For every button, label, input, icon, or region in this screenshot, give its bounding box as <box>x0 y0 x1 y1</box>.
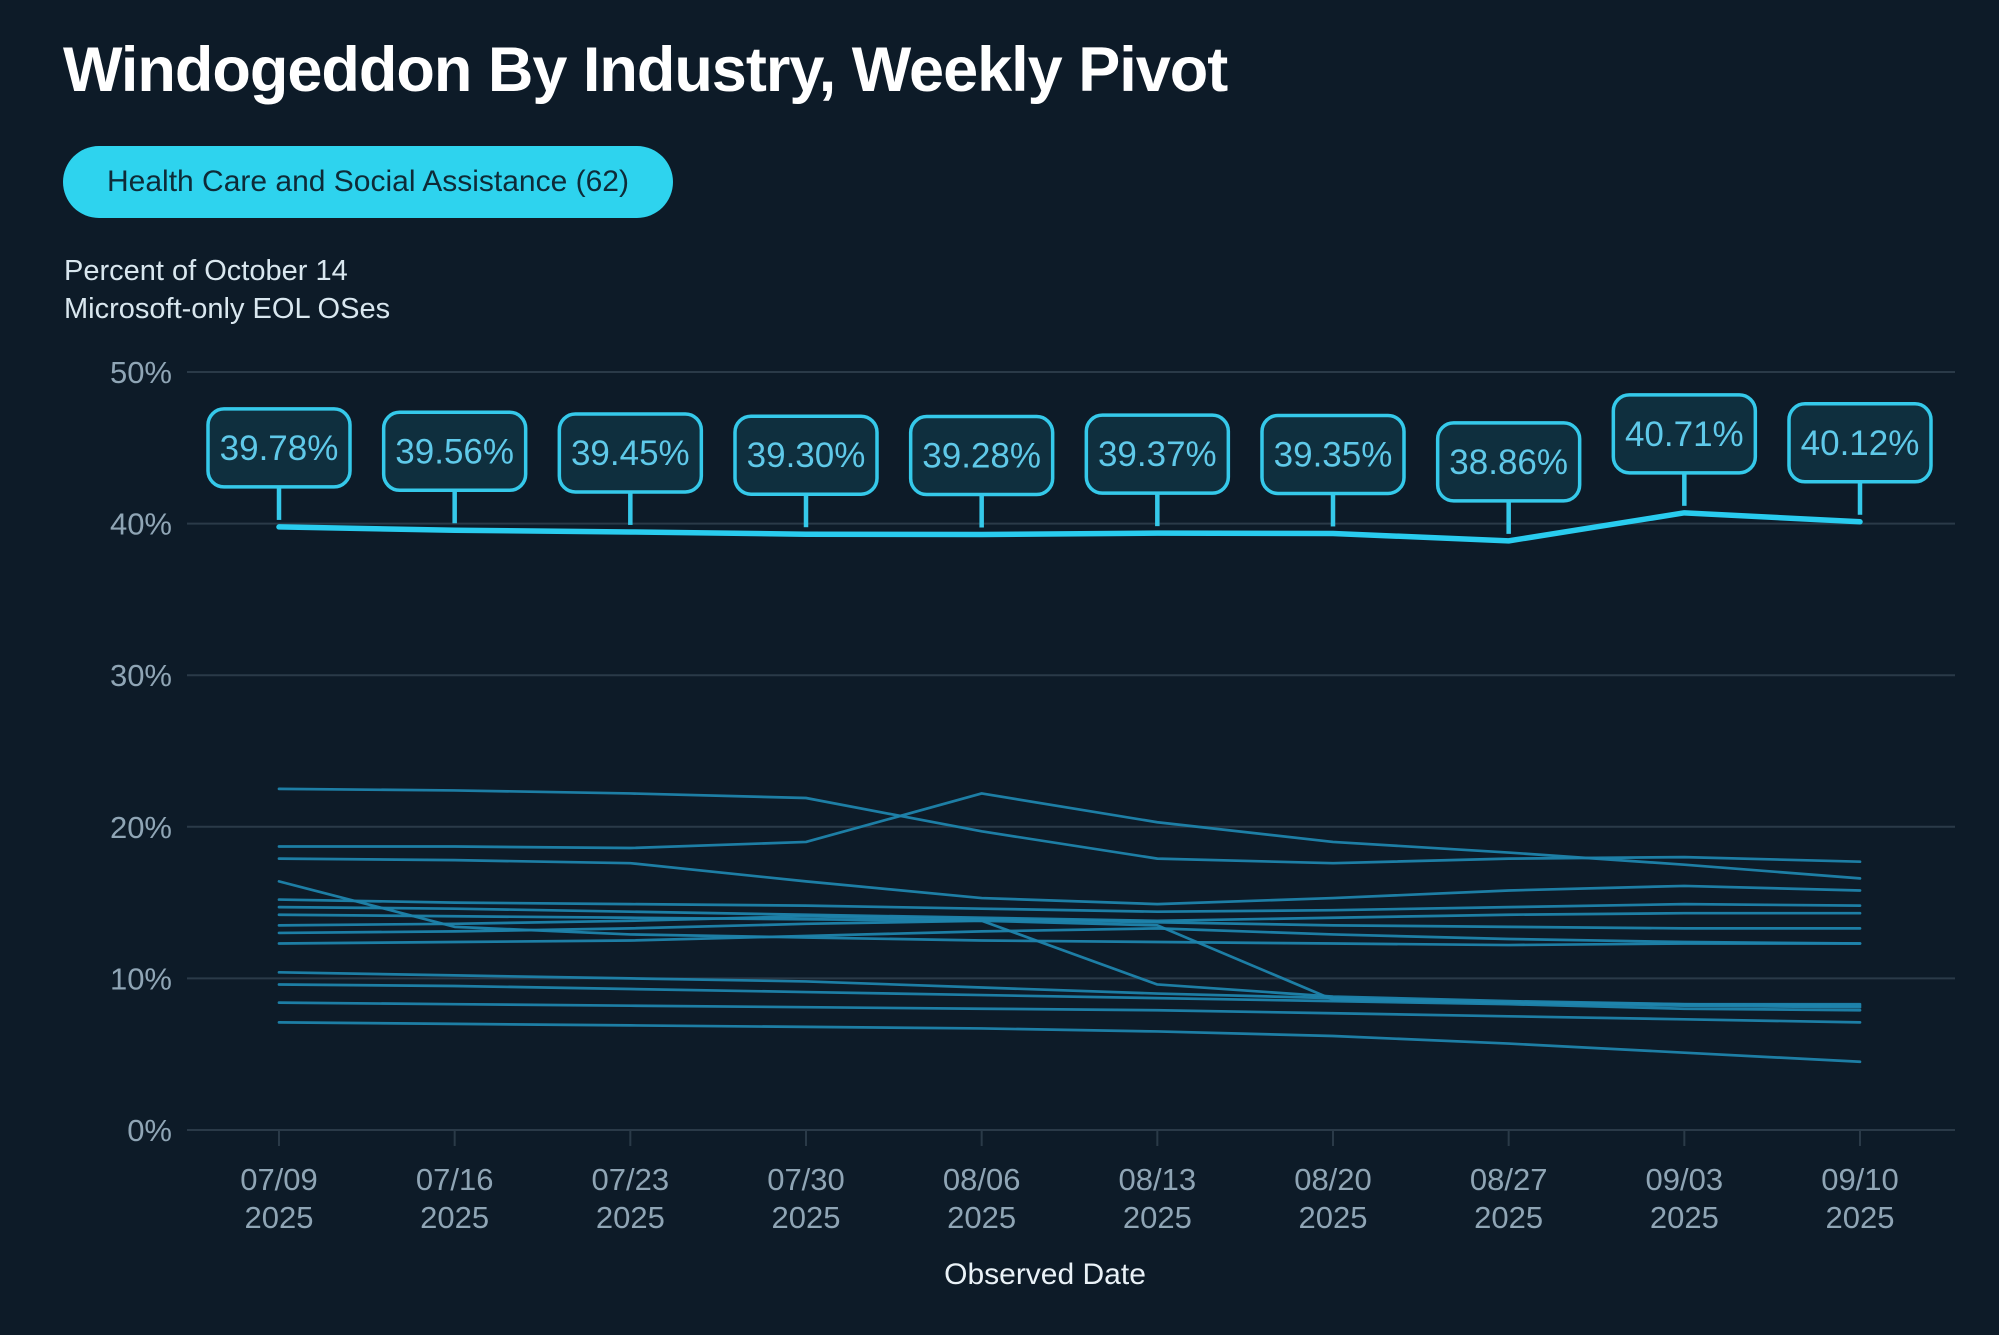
highlighted-series-line <box>276 510 1863 544</box>
y-tick-label: 50% <box>110 355 172 390</box>
series-line <box>277 905 1862 923</box>
data-label-callout: 39.28% <box>908 414 1055 528</box>
callout-value: 39.28% <box>922 437 1041 476</box>
callout-value: 39.45% <box>571 434 690 473</box>
y-tick-label: 30% <box>110 658 172 693</box>
callout-box <box>1435 421 1582 503</box>
x-tick-label-year: 2025 <box>596 1200 665 1235</box>
callout-box <box>1084 413 1231 495</box>
industry-filter-chip[interactable]: Health Care and Social Assistance (62) <box>63 146 673 218</box>
x-tick-label-date: 08/27 <box>1470 1162 1548 1197</box>
x-tick-label-year: 2025 <box>245 1200 314 1235</box>
callout-value: 39.35% <box>1274 435 1393 474</box>
series-line <box>277 970 1862 1009</box>
callout-value: 40.12% <box>1801 424 1920 463</box>
data-label-callout: 39.37% <box>1084 413 1231 527</box>
x-tick-label-year: 2025 <box>1299 1200 1368 1235</box>
data-label-callout: 39.56% <box>381 410 528 524</box>
callout-value: 39.30% <box>747 436 866 475</box>
data-label-callout: 40.12% <box>1787 402 1933 515</box>
series-line <box>277 898 1862 914</box>
callout-box <box>908 414 1055 497</box>
x-axis-title: Observed Date <box>944 1258 1146 1291</box>
y-tick-label: 20% <box>110 810 172 845</box>
x-tick-label-date: 09/10 <box>1821 1162 1899 1197</box>
x-tick-label-date: 07/16 <box>416 1162 494 1197</box>
series-line <box>277 919 1862 1008</box>
x-tick-label-date: 08/13 <box>1119 1162 1197 1197</box>
series-line <box>277 1001 1862 1024</box>
x-tick-label-date: 07/09 <box>240 1162 318 1197</box>
x-tick-label-year: 2025 <box>1650 1200 1719 1235</box>
x-tick-label-date: 07/30 <box>767 1162 845 1197</box>
series-line <box>277 857 1862 906</box>
series-line <box>277 927 1862 945</box>
y-tick-label: 40% <box>110 507 172 542</box>
callout-box <box>206 407 352 489</box>
x-tick-label-year: 2025 <box>420 1200 489 1235</box>
y-tick-label: 0% <box>127 1113 172 1148</box>
x-tick-label-year: 2025 <box>1123 1200 1192 1235</box>
y-axis-note-line1: Percent of October 14 <box>64 255 348 287</box>
callout-box <box>381 410 528 493</box>
y-axis-note-line2: Microsoft-only EOL OSes <box>64 293 391 325</box>
y-axis-note: Percent of October 14 Microsoft-only EOL… <box>64 252 390 328</box>
callout-box <box>1260 413 1406 496</box>
series-line <box>277 1021 1862 1064</box>
callout-value: 39.78% <box>220 429 339 468</box>
y-tick-label: 10% <box>110 961 172 996</box>
x-tick-label-year: 2025 <box>772 1200 841 1235</box>
data-label-callout: 40.71% <box>1611 393 1758 506</box>
x-tick-label-date: 09/03 <box>1646 1162 1724 1197</box>
page-title: Windogeddon By Industry, Weekly Pivot <box>63 35 1228 105</box>
callout-value: 38.86% <box>1449 443 1568 482</box>
data-label-callout: 39.45% <box>557 412 704 525</box>
callout-box <box>1611 393 1758 475</box>
series-line <box>277 914 1862 930</box>
x-tick-label-year: 2025 <box>1826 1200 1895 1235</box>
x-tick-label-date: 08/06 <box>943 1162 1021 1197</box>
callout-box <box>557 412 704 494</box>
callout-value: 39.56% <box>395 432 514 471</box>
callout-box <box>733 414 879 496</box>
x-tick-label-year: 2025 <box>1474 1200 1543 1235</box>
data-label-callout: 39.35% <box>1260 413 1406 527</box>
x-tick-label-date: 07/23 <box>592 1162 670 1197</box>
callout-value: 39.37% <box>1098 435 1217 474</box>
x-tick-label-year: 2025 <box>947 1200 1016 1235</box>
series-line <box>277 983 1862 1012</box>
callout-box <box>1787 402 1933 484</box>
data-label-callout: 39.30% <box>733 414 879 528</box>
x-tick-label-date: 08/20 <box>1294 1162 1372 1197</box>
data-label-callout: 39.78% <box>206 407 352 520</box>
series-line <box>277 792 1862 880</box>
callout-value: 40.71% <box>1625 415 1744 454</box>
data-label-callout: 38.86% <box>1435 421 1582 534</box>
